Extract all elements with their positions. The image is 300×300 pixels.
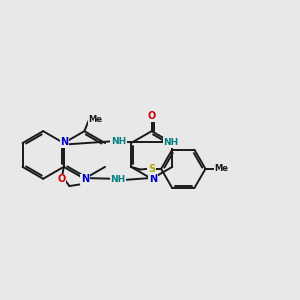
Text: Me: Me — [214, 164, 228, 173]
Text: NH: NH — [110, 175, 126, 184]
Text: O: O — [57, 174, 66, 184]
Text: O: O — [148, 111, 156, 121]
Text: NH: NH — [111, 137, 126, 146]
Text: S: S — [148, 164, 155, 174]
Text: N: N — [81, 174, 89, 184]
Text: Me: Me — [88, 116, 103, 124]
Text: N: N — [60, 137, 68, 147]
Text: N: N — [149, 174, 157, 184]
Text: NH: NH — [163, 138, 178, 147]
